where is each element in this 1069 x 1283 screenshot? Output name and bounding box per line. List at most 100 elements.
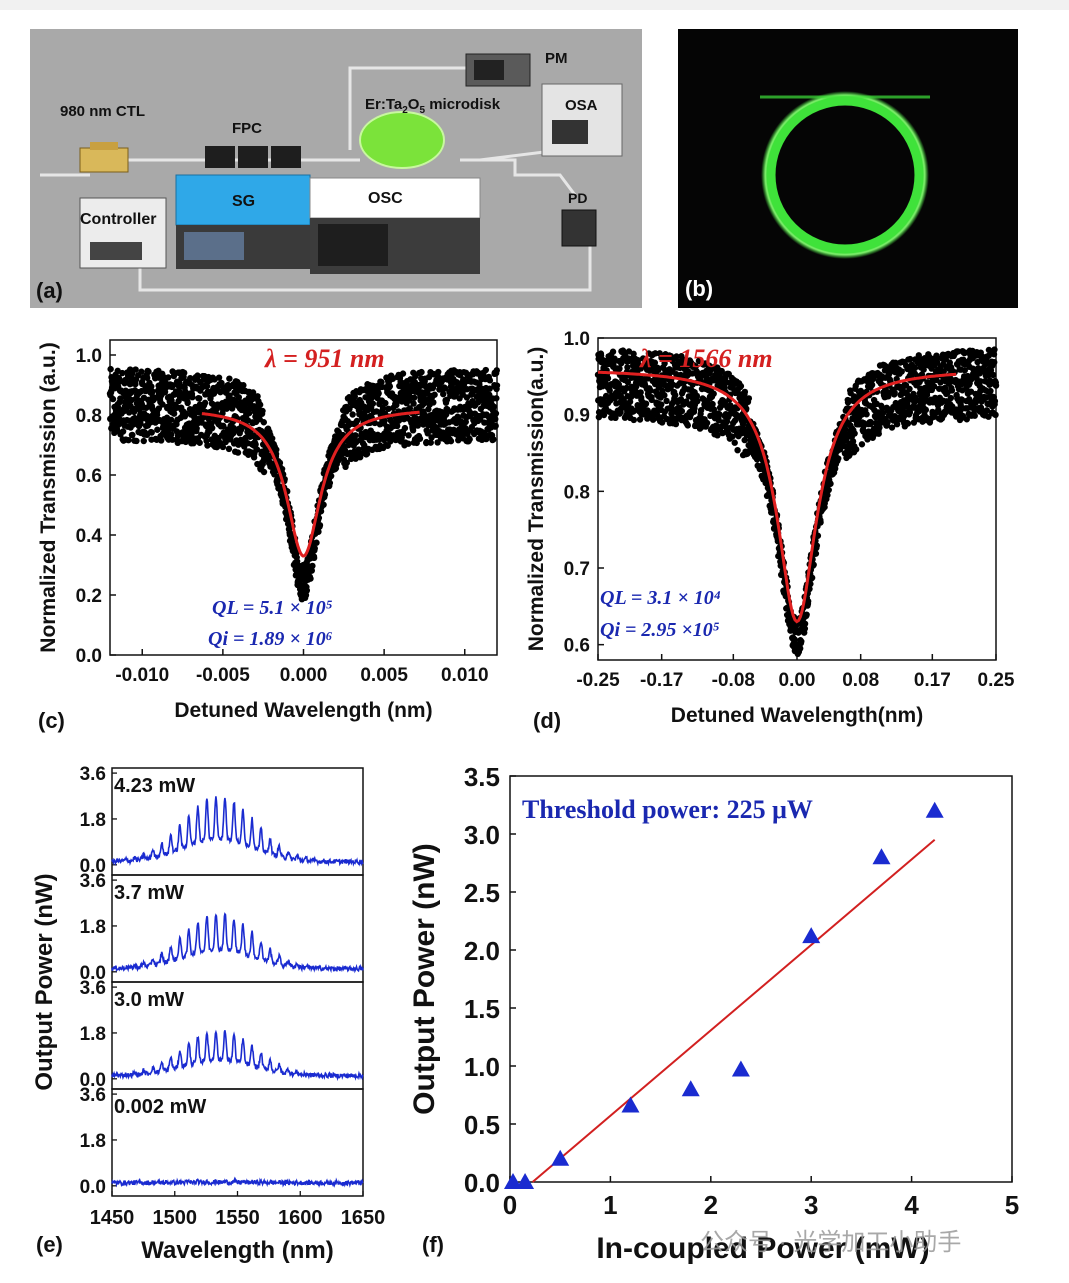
c-data-point	[315, 528, 322, 535]
f-xtick-label: 0	[503, 1190, 517, 1220]
d-data-point	[798, 638, 805, 645]
d-data-point	[906, 355, 914, 363]
c-ytick-label: 0.2	[76, 586, 102, 607]
label-pd: PD	[568, 190, 587, 206]
d-data-point	[906, 385, 913, 393]
d-data-point	[734, 446, 741, 454]
c-data-point	[435, 368, 442, 376]
f-xtick-label: 4	[904, 1190, 919, 1220]
d-data-point	[649, 416, 657, 423]
c-data-point	[260, 468, 268, 476]
d-data-point	[930, 383, 938, 390]
d-data-point	[933, 359, 941, 366]
c-data-point	[418, 368, 425, 376]
chart-d-wavelength: λ = 1566 nm	[639, 344, 773, 373]
c-data-point	[326, 479, 334, 487]
d-ytick-label: 0.7	[564, 559, 590, 580]
d-data-point	[992, 411, 999, 419]
c-data-point	[235, 441, 242, 448]
d-data-point	[827, 480, 834, 487]
d-data-point	[977, 378, 984, 385]
c-data-point	[431, 391, 438, 398]
d-data-point	[991, 346, 998, 353]
d-ytick-label: 0.9	[564, 406, 590, 427]
f-data-point	[516, 1173, 535, 1189]
c-data-point	[154, 426, 161, 433]
c-ytick-label: 0.4	[76, 526, 103, 547]
c-data-point	[373, 408, 380, 415]
d-data-point	[630, 407, 638, 415]
d-data-point	[961, 349, 969, 356]
c-data-point	[125, 436, 132, 444]
d-data-point	[636, 416, 644, 423]
d-data-point	[948, 387, 956, 394]
c-xtick-label: 0.005	[360, 665, 408, 686]
d-data-point	[868, 381, 876, 389]
d-data-point	[716, 411, 723, 418]
d-data-point	[637, 365, 645, 372]
d-data-point	[879, 404, 886, 412]
d-data-point	[961, 367, 969, 374]
d-ytick-label: 0.8	[564, 482, 590, 503]
c-xtick-label: -0.010	[115, 665, 169, 686]
c-data-point	[253, 446, 261, 453]
c-data-point	[228, 405, 236, 412]
d-data-point	[801, 620, 809, 627]
c-data-point	[375, 390, 382, 397]
d-data-point	[852, 446, 860, 453]
d-data-point	[616, 365, 623, 372]
d-data-point	[817, 519, 824, 526]
c-data-point	[490, 436, 497, 443]
d-data-point	[672, 391, 679, 399]
c-data-point	[117, 395, 124, 402]
d-data-point	[595, 409, 603, 416]
f-ytick-label: 3.5	[464, 762, 500, 792]
d-data-point	[595, 413, 603, 421]
tag-a: (a)	[36, 278, 63, 303]
chart-d-qL: QL = 3.1 × 10⁴	[600, 587, 721, 609]
c-data-point	[308, 567, 315, 574]
c-data-point	[133, 437, 140, 445]
d-data-point	[991, 359, 998, 366]
d-data-point	[710, 390, 717, 397]
c-data-point	[493, 382, 501, 389]
e-power-label: 0.002 mW	[114, 1096, 206, 1118]
label-sg: SG	[232, 193, 255, 210]
d-data-point	[693, 392, 701, 400]
d-data-point	[957, 402, 965, 410]
c-data-point	[128, 370, 136, 378]
d-data-point	[801, 625, 809, 632]
laser-top	[90, 142, 118, 150]
osc-top	[309, 177, 481, 219]
d-data-point	[922, 406, 930, 414]
label-controller: Controller	[80, 211, 156, 228]
d-data-point	[741, 436, 748, 444]
d-data-point	[615, 381, 622, 388]
e-power-label: 3.7 mW	[114, 882, 184, 904]
c-xtick-label: 0.010	[441, 665, 489, 686]
c-data-point	[151, 394, 158, 401]
d-data-point	[992, 382, 1000, 389]
d-xtick-label: -0.25	[576, 670, 620, 691]
c-ytick-label: 1.0	[76, 346, 102, 367]
d-ytick-label: 1.0	[564, 329, 590, 350]
f-ytick-label: 3.0	[464, 820, 500, 850]
c-data-point	[256, 401, 264, 408]
c-data-point	[409, 427, 417, 434]
d-data-point	[663, 397, 670, 405]
label-osa: OSA	[565, 97, 598, 114]
c-data-point	[119, 369, 126, 377]
c-data-point	[215, 374, 223, 381]
c-data-point	[440, 390, 447, 398]
c-data-point	[203, 383, 211, 390]
microdisk-ring-glow	[761, 91, 929, 259]
d-data-point	[863, 411, 870, 418]
c-data-point	[132, 380, 139, 388]
c-data-point	[401, 424, 409, 432]
sg-panel	[175, 174, 311, 226]
c-data-point	[343, 459, 351, 467]
c-data-point	[194, 372, 201, 379]
d-xtick-label: 0.25	[978, 670, 1015, 691]
c-ytick-label: 0.8	[76, 406, 102, 427]
d-data-point	[971, 412, 978, 419]
